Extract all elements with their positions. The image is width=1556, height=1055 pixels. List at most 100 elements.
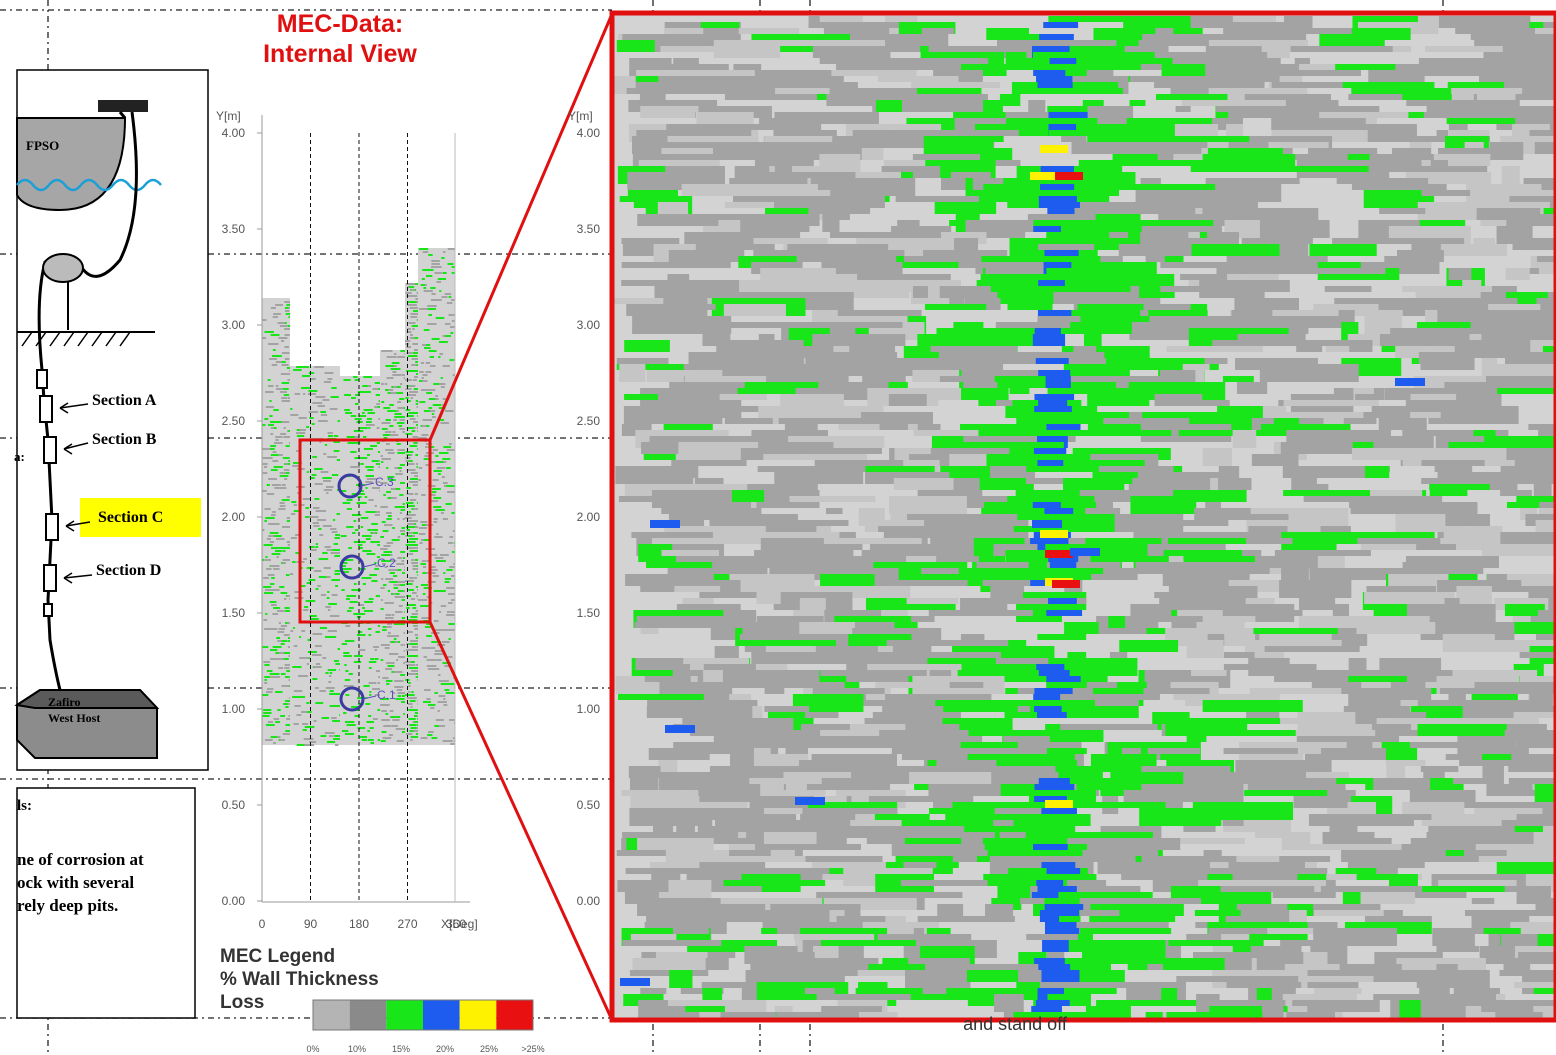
scan-patch <box>1534 478 1552 496</box>
scan-patch <box>1089 916 1175 922</box>
scan-patch <box>419 308 428 310</box>
scan-patch <box>1038 370 1070 376</box>
scan-patch <box>437 281 442 283</box>
scan-patch <box>413 730 418 732</box>
scan-patch <box>1042 940 1069 952</box>
scan-patch <box>280 475 289 477</box>
scan-patch <box>392 374 401 376</box>
scan-patch <box>953 322 983 328</box>
y-tick-label: 0.00 <box>222 894 246 908</box>
scan-patch <box>978 148 1013 160</box>
scan-patch <box>335 537 340 539</box>
scan-patch <box>270 649 277 651</box>
scan-patch <box>411 661 415 663</box>
scan-patch <box>344 409 350 411</box>
scan-patch <box>286 445 290 447</box>
scan-patch <box>905 838 961 844</box>
scan-patch <box>428 731 434 733</box>
scan-patch <box>446 569 452 571</box>
scan-patch <box>409 538 418 540</box>
scan-patch <box>389 425 393 427</box>
scan-patch <box>417 673 418 675</box>
scan-patch <box>446 485 455 487</box>
scan-patch <box>817 394 833 400</box>
scan-patch <box>408 355 418 357</box>
legend-label: >25% <box>521 1044 544 1054</box>
scan-patch <box>417 646 418 648</box>
scan-patch <box>391 368 401 370</box>
scan-patch <box>1000 94 1020 106</box>
scan-patch <box>1273 718 1351 724</box>
scan-patch <box>420 401 425 403</box>
scan-patch <box>1389 694 1427 700</box>
scan-patch <box>316 510 320 512</box>
scan-patch <box>335 663 340 665</box>
scan-patch <box>263 586 271 588</box>
scan-patch <box>432 416 436 418</box>
scan-patch <box>409 520 418 522</box>
scan-patch <box>412 532 418 534</box>
scan-patch <box>1038 886 1077 892</box>
scan-patch <box>436 560 446 562</box>
scan-patch <box>751 652 816 664</box>
scan-patch <box>831 70 916 76</box>
scan-patch <box>285 676 290 678</box>
scan-patch <box>1472 898 1494 904</box>
scan-patch <box>1028 286 1131 292</box>
scan-patch <box>281 625 287 627</box>
scan-patch <box>1038 244 1094 250</box>
scan-patch <box>856 988 926 994</box>
scan-patch <box>303 558 307 560</box>
scan-patch <box>391 641 395 643</box>
scan-patch <box>363 436 366 438</box>
scan-patch <box>284 328 290 330</box>
scan-patch <box>873 700 935 706</box>
scan-patch <box>345 670 348 672</box>
scan-patch <box>1438 112 1498 118</box>
scan-patch <box>827 658 861 664</box>
scan-patch <box>348 547 352 549</box>
scan-patch <box>624 340 670 352</box>
scan-patch <box>757 616 824 622</box>
scan-patch <box>403 518 405 520</box>
scan-patch <box>271 688 273 690</box>
scan-patch <box>275 439 278 441</box>
scan-patch <box>304 606 308 608</box>
scan-patch <box>1030 172 1058 180</box>
scan-patch <box>415 547 418 549</box>
scan-patch <box>1048 598 1077 604</box>
scan-patch <box>1032 520 1062 528</box>
scan-patch <box>343 652 349 654</box>
marker-label: C.3 <box>375 475 394 489</box>
scan-patch <box>302 375 310 377</box>
scan-patch <box>409 544 418 546</box>
scan-patch <box>364 448 373 450</box>
scan-patch <box>354 655 363 657</box>
scan-patch <box>1280 940 1330 946</box>
scan-patch <box>923 994 980 1000</box>
scan-patch <box>417 466 418 468</box>
scan-patch <box>388 515 392 517</box>
scan-patch <box>1038 316 1081 322</box>
scan-patch <box>1034 406 1072 412</box>
scan-patch <box>322 552 327 554</box>
scan-patch <box>382 677 388 679</box>
scan-patch <box>410 337 415 339</box>
scan-patch <box>878 76 959 82</box>
scan-patch <box>676 64 728 70</box>
scan-patch <box>385 383 388 385</box>
scan-patch <box>359 415 366 417</box>
scan-patch <box>447 611 451 613</box>
scan-patch <box>382 428 387 430</box>
scan-patch <box>943 988 1022 994</box>
scan-patch <box>1034 958 1065 964</box>
scan-patch <box>397 422 405 424</box>
scan-patch <box>415 454 418 456</box>
scan-patch <box>812 862 861 868</box>
scan-patch <box>1477 94 1516 100</box>
scan-patch <box>414 625 418 627</box>
scan-patch <box>381 461 383 463</box>
scan-patch <box>275 721 280 723</box>
scan-patch <box>1233 430 1257 448</box>
scan-patch <box>1233 652 1255 658</box>
